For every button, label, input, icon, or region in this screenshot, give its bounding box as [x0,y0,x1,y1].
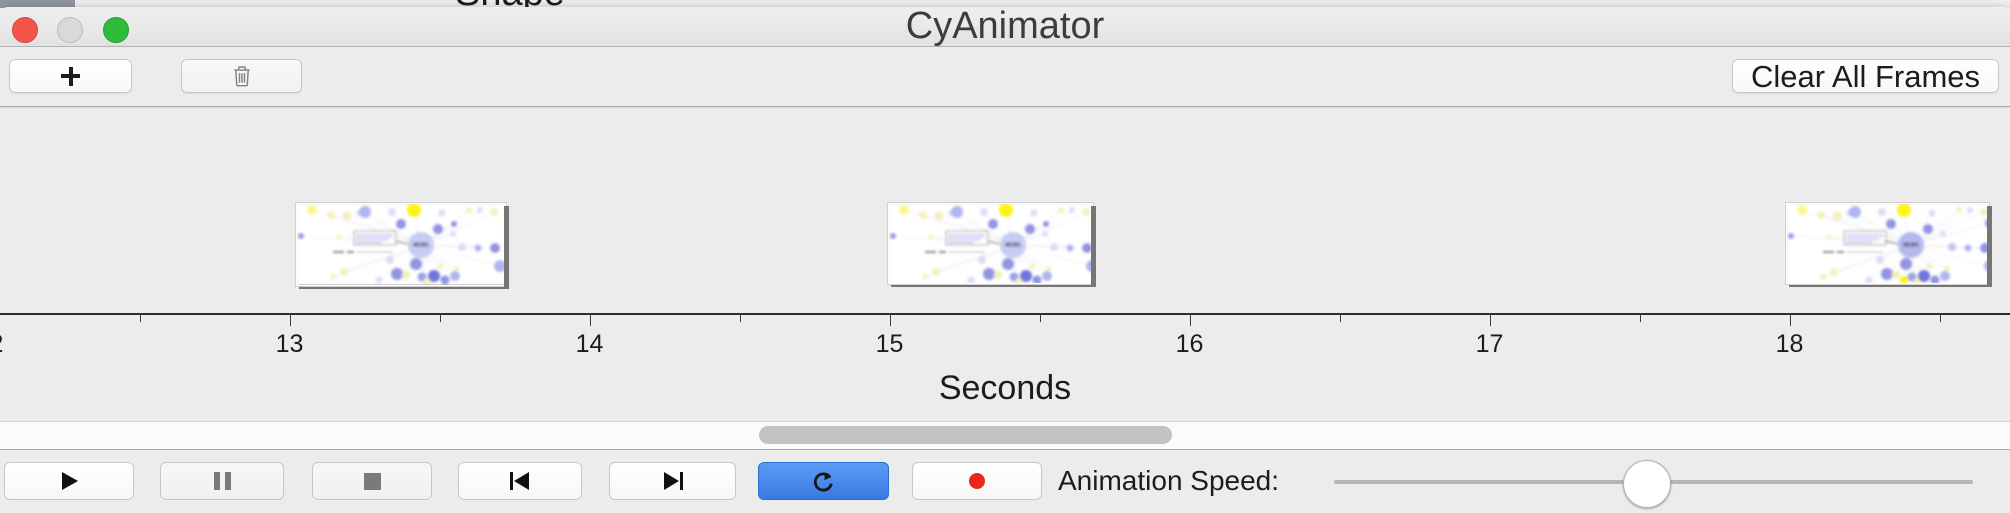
svg-text:MCM1: MCM1 [1005,243,1020,249]
svg-text:MCM1: MCM1 [1903,243,1918,249]
svg-text:MCM1: MCM1 [413,243,428,249]
